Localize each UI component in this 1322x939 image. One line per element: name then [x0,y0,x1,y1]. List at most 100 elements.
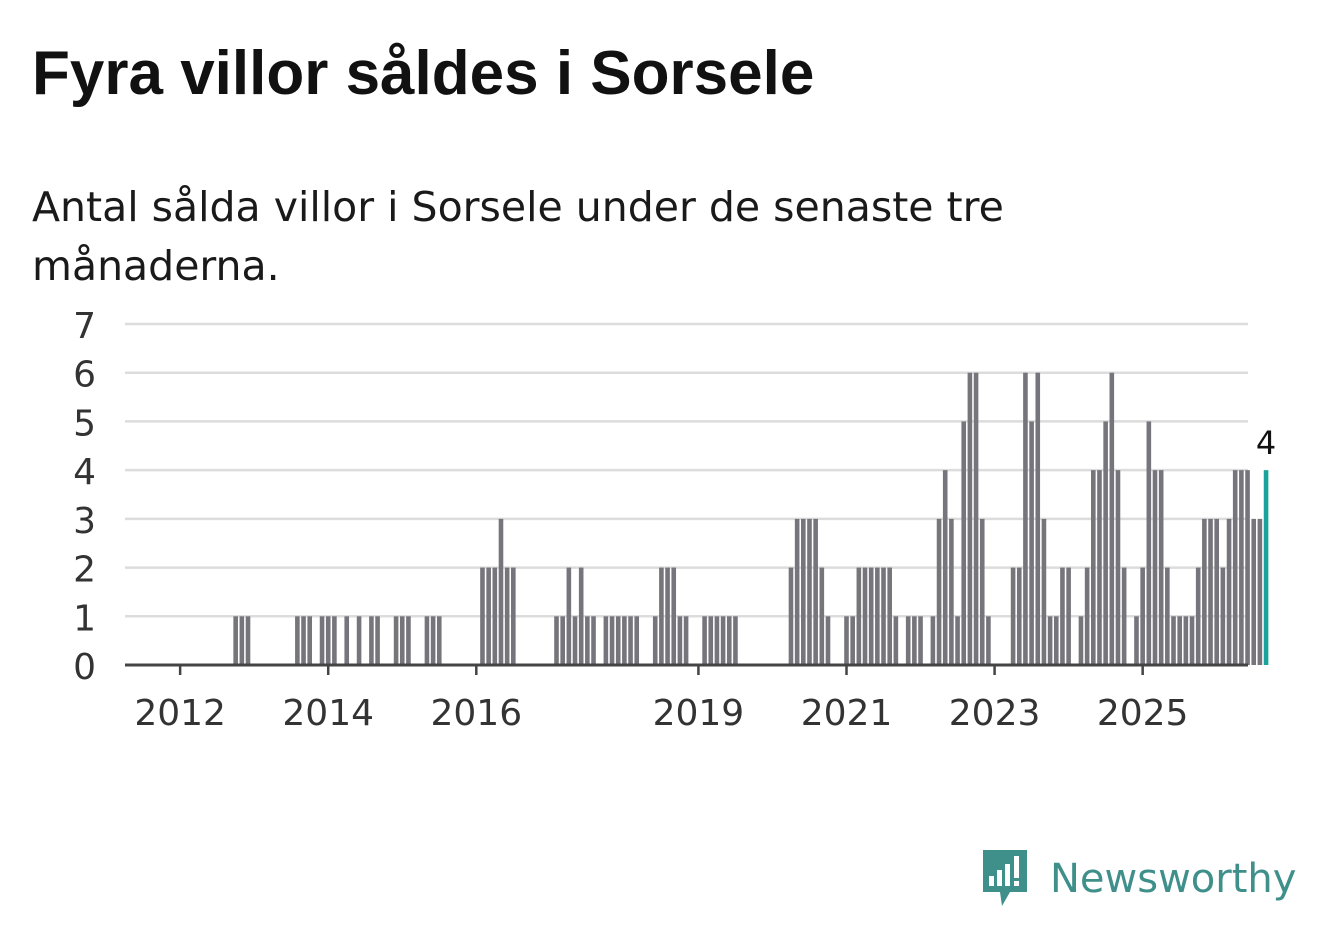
x-axis: 2012 2014 2016 2019 2021 2023 2025 [125,663,1248,734]
bar [239,616,245,665]
bar [504,567,510,665]
bar [399,616,405,665]
bar [1047,616,1053,665]
bar [875,567,880,665]
bar [628,616,633,665]
bar [406,616,411,665]
bar [714,616,720,665]
bar [1208,518,1213,665]
bar [307,616,313,665]
bar [560,616,565,665]
bar [1097,470,1102,665]
bar [683,616,689,665]
bar [720,616,726,665]
chart-title: Fyra villor såldes i Sorsele [32,39,815,108]
bar [332,616,337,665]
bar [1091,470,1096,665]
bar [936,518,942,665]
newsworthy-logo-icon [983,850,1027,906]
bar [949,518,954,665]
bar-latest [1263,470,1269,665]
y-axis-ticks: 0 1 2 3 4 5 6 7 [73,306,96,688]
bar [436,616,442,665]
y-tick-label: 4 [73,452,96,493]
bar [1177,616,1182,665]
bar [492,567,498,665]
chart-subtitle: Antal sålda villor i Sorsele under de se… [32,183,1004,290]
y-tick-label: 6 [73,355,96,396]
bar [856,567,862,665]
bar [794,518,800,665]
bar [603,616,609,665]
bar [1016,567,1022,665]
bar [1195,567,1201,665]
bar [1109,372,1115,665]
bar [585,616,590,665]
bar [480,567,485,665]
bar [634,616,640,665]
bar [961,421,967,665]
bar [801,518,806,665]
bar [1066,567,1071,665]
bar [1245,470,1250,665]
bar [430,616,436,665]
bar [1053,616,1059,665]
bar [319,616,325,665]
bar [369,616,374,665]
bar [1029,421,1034,665]
bar [622,616,627,665]
bar [708,616,714,665]
y-tick-label: 1 [73,598,96,639]
bar [905,616,911,665]
bar [986,616,991,665]
bar [918,616,923,665]
y-tick-label: 2 [73,550,96,591]
bar [788,567,794,665]
bar [1183,616,1189,665]
bar [1035,372,1041,665]
bar [1165,567,1170,665]
last-value-label: 4 [1256,424,1276,462]
y-tick-label: 5 [73,403,96,444]
bar [325,616,331,665]
bar [825,616,831,665]
bar [1115,470,1121,665]
bar [1134,616,1139,665]
bar [1158,470,1164,665]
y-tick-label: 3 [73,501,96,542]
bar [1189,616,1195,665]
data-labels: 4 [1256,424,1276,462]
bar [233,616,238,665]
bar [1152,470,1158,665]
bar [955,616,960,665]
bar [245,616,251,665]
bar [868,567,874,665]
bars [233,372,1269,665]
y-tick-label: 7 [73,306,96,347]
bar [665,567,670,665]
bar [1103,421,1108,665]
bar [1202,518,1207,665]
bar [1257,518,1263,665]
bar [973,372,979,665]
bar [862,567,868,665]
x-tick-label: 2025 [1097,693,1189,734]
x-tick-label: 2012 [134,693,226,734]
bar [1121,567,1127,665]
bar [424,616,430,665]
bar [1023,372,1028,665]
newsworthy-brand: Newsworthy [980,848,1296,910]
bar [979,518,985,665]
bar [1078,616,1084,665]
bar [572,616,578,665]
bar [887,567,892,665]
bar [733,616,738,665]
bar [659,567,664,665]
bar [511,567,516,665]
x-tick-label: 2014 [282,693,374,734]
bar [375,616,380,665]
bar [1232,470,1238,665]
bar [486,567,491,665]
bar [578,567,584,665]
bar [1060,567,1065,665]
